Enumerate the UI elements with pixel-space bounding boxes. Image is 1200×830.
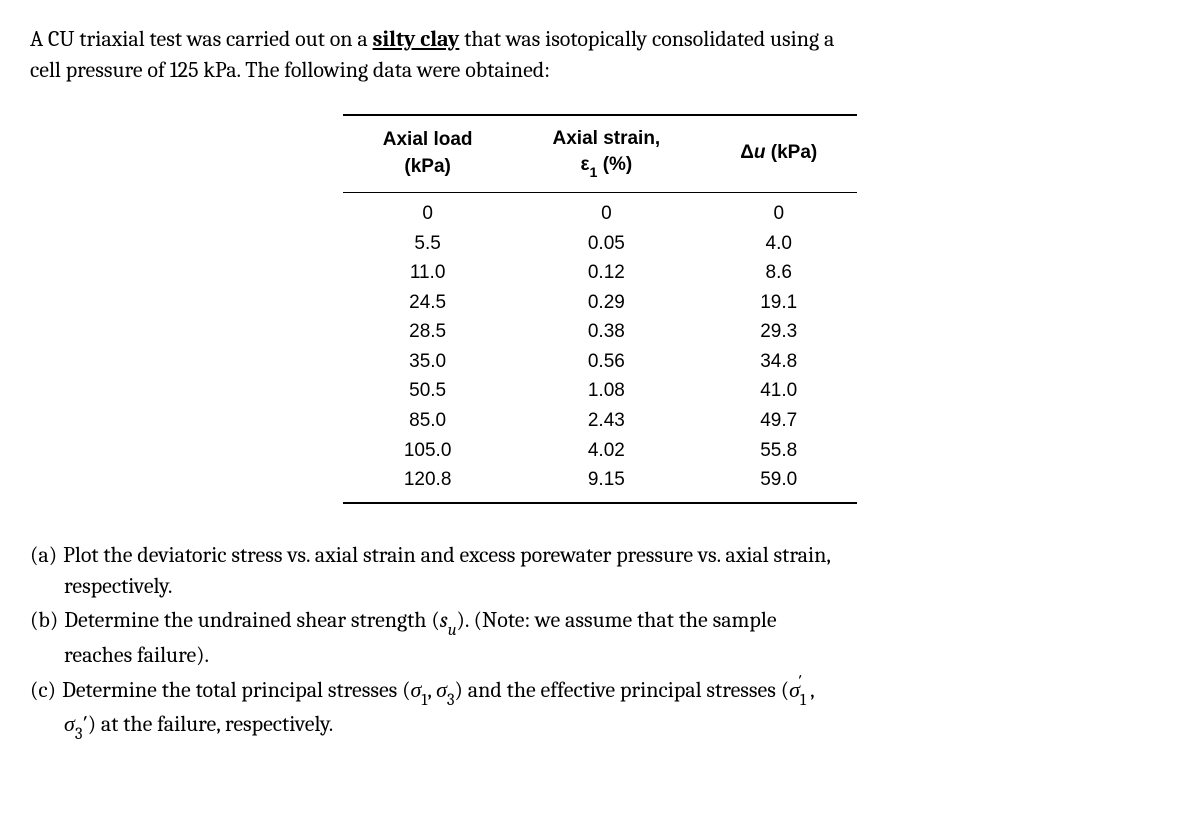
cell: 4.02 (513, 436, 701, 466)
cell: 8.6 (700, 259, 857, 289)
cell: 34.8 (700, 347, 857, 377)
q-c-s1sub: 1 (421, 691, 427, 710)
q-c-mid: ) and the effective principal stresses ( (455, 677, 790, 703)
cell: 35.0 (343, 347, 513, 377)
q-a-label: (a) (30, 540, 63, 571)
q-c-s1: σ (411, 677, 422, 703)
col2-header: Axial strain, ε1 (%) (513, 115, 701, 193)
q-c-l2-s3p: σ (64, 711, 75, 737)
col1-header-l1: Axial load (383, 129, 473, 150)
table-row: 120.89.1559.0 (343, 466, 857, 503)
question-a: (a) Plot the deviatoric stress vs. axial… (30, 540, 1170, 571)
q-a-line1: Plot the deviatoric stress vs. axial str… (63, 540, 1170, 571)
cell: 0.56 (513, 347, 701, 377)
cell: 0 (700, 192, 857, 229)
intro-line1-pre: A CU triaxial test was carried out on a (30, 26, 373, 52)
cell: 50.5 (343, 377, 513, 407)
table-row: 28.50.3829.3 (343, 318, 857, 348)
q-b-label: (b) (30, 605, 64, 639)
cell: 0.29 (513, 288, 701, 318)
q-c-label: (c) (30, 675, 62, 709)
cell: 41.0 (700, 377, 857, 407)
table-row: 105.04.0255.8 (343, 436, 857, 466)
q-b-post: ). (Note: we assume that the sample (457, 607, 777, 633)
data-table: Axial load (kPa) Axial strain, ε1 (%) Δu… (343, 114, 857, 504)
table-row: 000 (343, 192, 857, 229)
col3-header: Δu (kPa) (700, 115, 857, 193)
q-b-line1: Determine the undrained shear strength (… (64, 605, 1170, 639)
table-row: 5.50.054.0 (343, 229, 857, 259)
q-c-s3: σ (436, 677, 447, 703)
q-c-l2-s3psub: 3 (75, 725, 83, 744)
intro-line2: cell pressure of 125 kPa. The following … (30, 57, 550, 83)
cell: 19.1 (700, 288, 857, 318)
cell: 49.7 (700, 407, 857, 437)
cell: 9.15 (513, 466, 701, 503)
cell: 0 (343, 192, 513, 229)
col2-header-l1: Axial strain, (553, 128, 661, 149)
cell: 0.12 (513, 259, 701, 289)
table-body: 000 5.50.054.0 11.00.128.6 24.50.2919.1 … (343, 192, 857, 502)
table-row: 24.50.2919.1 (343, 288, 857, 318)
cell: 1.08 (513, 377, 701, 407)
col3-header-delta: Δ (740, 142, 754, 163)
intro-text: A CU triaxial test was carried out on a … (30, 24, 1170, 86)
cell: 0.38 (513, 318, 701, 348)
q-c-pre: Determine the total principal stresses ( (62, 677, 410, 703)
cell: 2.43 (513, 407, 701, 437)
q-c-comma2: , (810, 677, 815, 703)
question-b: (b) Determine the undrained shear streng… (30, 605, 1170, 639)
q-c-l2-rest: ) at the failure, respectively. (88, 711, 334, 737)
q-b-sub: u (448, 621, 457, 640)
q-b-line2: reaches failure). (30, 640, 1170, 671)
col2-header-unit: (%) (597, 154, 632, 175)
questions: (a) Plot the deviatoric stress vs. axial… (30, 540, 1170, 744)
q-c-line1: Determine the total principal stresses (… (62, 675, 1170, 709)
intro-line1-post: that was isotopically consolidated using… (459, 26, 834, 52)
intro-underline: silty clay (373, 26, 460, 52)
cell: 0 (513, 192, 701, 229)
table-row: 50.51.0841.0 (343, 377, 857, 407)
q-c-s1psub: 1 (800, 691, 806, 710)
q-c-s3sub: 3 (447, 691, 455, 710)
col1-header-l2: (kPa) (404, 156, 450, 177)
table-row: 11.00.128.6 (343, 259, 857, 289)
cell: 55.8 (700, 436, 857, 466)
cell: 24.5 (343, 288, 513, 318)
cell: 29.3 (700, 318, 857, 348)
col3-header-unit: (kPa) (765, 142, 817, 163)
q-c-line2: σ3′) at the failure, respectively. (30, 709, 1170, 743)
cell: 105.0 (343, 436, 513, 466)
q-a-line2: respectively. (30, 571, 1170, 602)
col3-header-var: u (754, 142, 766, 163)
table-row: 35.00.5634.8 (343, 347, 857, 377)
table-row: 85.02.4349.7 (343, 407, 857, 437)
col2-header-sub: 1 (589, 165, 597, 181)
question-c: (c) Determine the total principal stress… (30, 675, 1170, 709)
q-c-comma1: , (427, 677, 436, 703)
q-b-var: s (440, 607, 448, 633)
q-b-pre: Determine the undrained shear strength ( (64, 607, 439, 633)
col1-header: Axial load (kPa) (343, 115, 513, 193)
cell: 5.5 (343, 229, 513, 259)
cell: 4.0 (700, 229, 857, 259)
cell: 120.8 (343, 466, 513, 503)
q-c-s1pprime: ′ (798, 672, 802, 692)
cell: 28.5 (343, 318, 513, 348)
table-header-row: Axial load (kPa) Axial strain, ε1 (%) Δu… (343, 115, 857, 193)
cell: 85.0 (343, 407, 513, 437)
cell: 0.05 (513, 229, 701, 259)
data-table-wrap: Axial load (kPa) Axial strain, ε1 (%) Δu… (30, 114, 1170, 504)
cell: 59.0 (700, 466, 857, 503)
cell: 11.0 (343, 259, 513, 289)
